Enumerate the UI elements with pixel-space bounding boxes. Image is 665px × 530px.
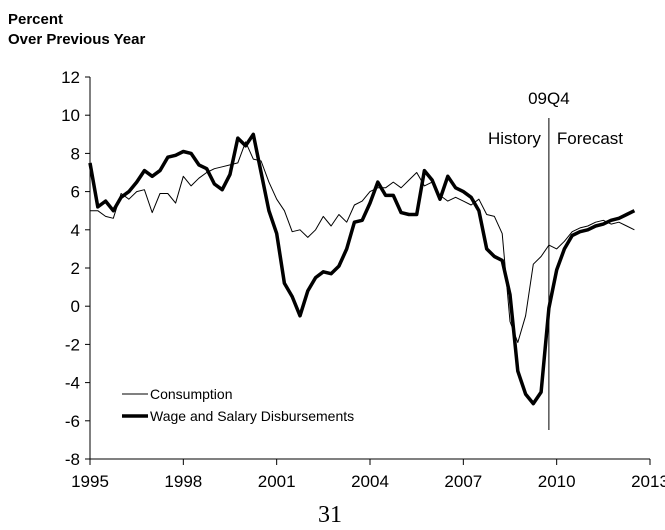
history-label: History: [488, 129, 541, 148]
page-number: 31: [318, 502, 342, 525]
y-tick-label: -6: [65, 412, 80, 431]
series-line: [90, 141, 635, 343]
x-tick-label: 2001: [258, 472, 296, 491]
y-tick-label: 12: [61, 68, 80, 87]
y-tick-label: -2: [65, 335, 80, 354]
y-tick-label: 2: [71, 259, 80, 278]
legend-label: Consumption: [150, 386, 233, 402]
x-tick-label: 1995: [71, 472, 109, 491]
forecast-label: 09Q4: [528, 89, 570, 108]
y-tick-label: 8: [71, 144, 80, 163]
x-tick-label: 2004: [351, 472, 389, 491]
x-tick-label: 2013: [631, 472, 665, 491]
series-line: [88, 132, 636, 406]
chart-subtitle: Over Previous Year: [8, 31, 145, 48]
y-tick-label: 10: [61, 106, 80, 125]
legend-label: Wage and Salary Disbursements: [150, 408, 354, 424]
chart-title: Percent: [8, 11, 63, 28]
y-tick-label: 4: [71, 221, 80, 240]
x-tick-label: 2007: [444, 472, 482, 491]
y-tick-label: -4: [65, 374, 80, 393]
forecast-side-label: Forecast: [557, 129, 623, 148]
y-tick-label: 6: [71, 183, 80, 202]
x-tick-label: 1998: [164, 472, 202, 491]
y-tick-label: -8: [65, 450, 80, 469]
y-tick-label: 0: [71, 297, 80, 316]
x-tick-label: 2010: [538, 472, 576, 491]
